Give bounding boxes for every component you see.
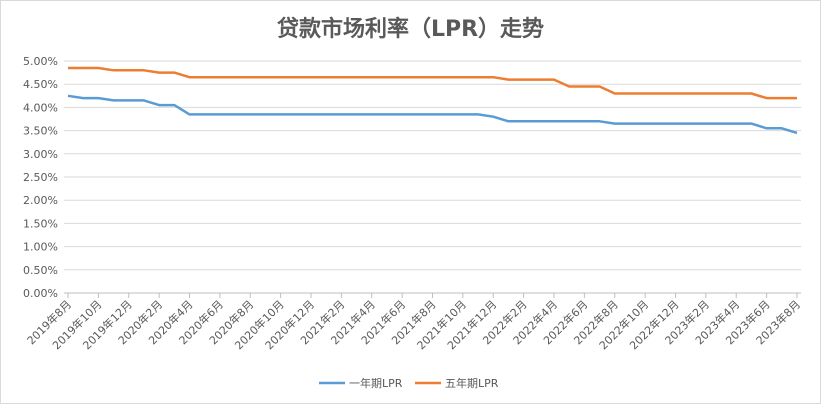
series-lines <box>67 66 798 135</box>
y-tick-label: 3.50% <box>23 125 58 138</box>
y-tick-label: 1.50% <box>23 217 58 230</box>
y-tick-label: 2.00% <box>23 194 58 207</box>
y-tick-label: 0.50% <box>23 264 58 277</box>
y-tick-label: 5.00% <box>23 55 58 68</box>
series-line-1y-lpr <box>67 94 798 135</box>
y-axis-ticks: 0.00% 0.50% 1.00% 1.50% 2.00% 2.50% 3.00% 3.50%… <box>23 55 58 300</box>
legend-label: 一年期LPR <box>349 376 403 390</box>
y-tick-label: 2.50% <box>23 171 58 184</box>
legend: 一年期LPR 五年期LPR <box>319 376 499 390</box>
gridlines <box>64 60 801 294</box>
series-line-5y-lpr <box>68 66 797 100</box>
y-tick-label: 4.00% <box>23 101 58 114</box>
legend-label: 五年期LPR <box>445 376 499 390</box>
chart-title: 贷款市场利率（LPR）走势 <box>276 17 545 42</box>
x-axis-ticks: 2019年8月2019年10月2019年12月2020年2月2020年4月202… <box>24 293 803 352</box>
y-tick-label: 3.00% <box>23 148 58 161</box>
y-tick-label: 0.00% <box>23 287 58 300</box>
y-tick-label: 4.50% <box>23 78 58 91</box>
y-tick-label: 1.00% <box>23 241 58 254</box>
